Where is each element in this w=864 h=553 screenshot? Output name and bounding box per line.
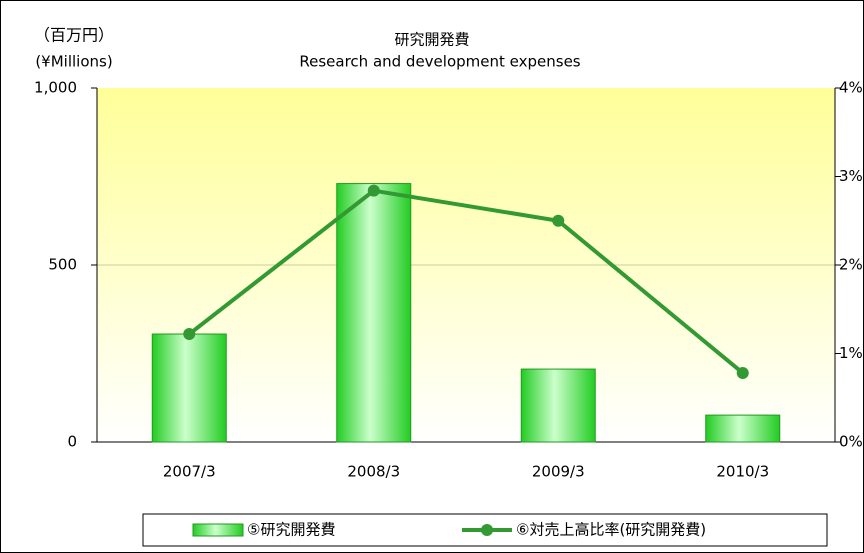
bar (705, 414, 781, 443)
line-point (552, 214, 565, 227)
x-tick-label: 2009/3 (532, 463, 585, 481)
y2-tick-label: 0% (839, 433, 863, 451)
y-tick-label: 1,000 (34, 79, 77, 97)
x-tick-label: 2008/3 (347, 463, 400, 481)
chart-title: 研究開発費 (394, 31, 469, 49)
y2-tick-label: 4% (839, 79, 863, 97)
line-point (736, 366, 749, 379)
bar (336, 183, 412, 443)
y-axis-label: （百万円） (34, 26, 114, 45)
bar (151, 333, 227, 443)
legend-swatch-point (481, 524, 493, 536)
y2-tick-label: 2% (839, 256, 863, 274)
line-point (183, 328, 196, 341)
chart-subtitle: Research and development expenses (299, 53, 580, 71)
y-tick-label: 500 (48, 256, 77, 274)
legend-label: ⑥対売上高比率(研究開発費) (516, 521, 706, 539)
y-axis-label-en: (¥Millions) (35, 53, 112, 71)
x-tick-label: 2010/3 (716, 463, 769, 481)
y2-tick-label: 1% (839, 344, 863, 362)
bar (520, 368, 596, 443)
line-point (367, 184, 380, 197)
x-tick-label: 2007/3 (163, 463, 216, 481)
legend-label: ⑤研究開発費 (247, 521, 335, 539)
legend-swatch (192, 523, 244, 537)
y2-tick-label: 3% (839, 167, 863, 185)
y-tick-label: 0 (67, 433, 77, 451)
line (188, 188, 745, 375)
